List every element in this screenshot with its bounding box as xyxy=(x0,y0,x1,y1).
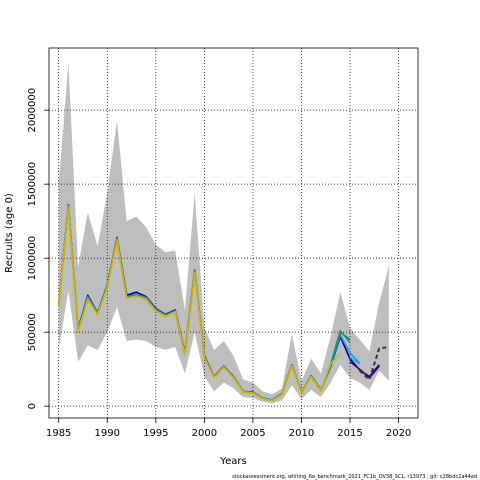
x-tick-label: 2010 xyxy=(289,428,314,439)
y-tick-label: 1500000 xyxy=(27,162,38,207)
confidence-band xyxy=(58,62,389,404)
x-tick-label: 2020 xyxy=(386,428,411,439)
y-axis: 0 500000 1000000 1500000 2000000 xyxy=(27,88,49,409)
x-axis-title: Years xyxy=(219,456,246,467)
series-line-7 xyxy=(349,356,361,365)
x-tick-label: 1985 xyxy=(46,428,71,439)
y-tick-label: 1000000 xyxy=(27,236,38,281)
series-line-6 xyxy=(57,206,332,402)
x-tick-label: 2015 xyxy=(337,428,362,439)
x-tick-label: 2000 xyxy=(192,428,217,439)
plot-frame xyxy=(48,47,419,419)
x-tick-label: 1995 xyxy=(143,428,168,439)
series-line-9 xyxy=(359,346,390,381)
series-layer xyxy=(57,204,390,402)
x-tick-label: 2005 xyxy=(240,428,265,439)
y-tick-label: 0 xyxy=(27,403,38,409)
x-axis: 1985 1990 1995 2000 2005 2010 2015 2020 xyxy=(46,418,411,439)
y-tick-label: 2000000 xyxy=(27,88,38,133)
x-tick-label: 1990 xyxy=(95,428,120,439)
y-tick-label: 500000 xyxy=(27,313,38,351)
y-axis-title: Recruits (age 0) xyxy=(4,193,15,273)
confidence-band-layer xyxy=(58,62,389,404)
series-line-8 xyxy=(349,361,380,379)
footer-text: stockassessment.org, whiting_6a_benchmar… xyxy=(232,474,477,480)
